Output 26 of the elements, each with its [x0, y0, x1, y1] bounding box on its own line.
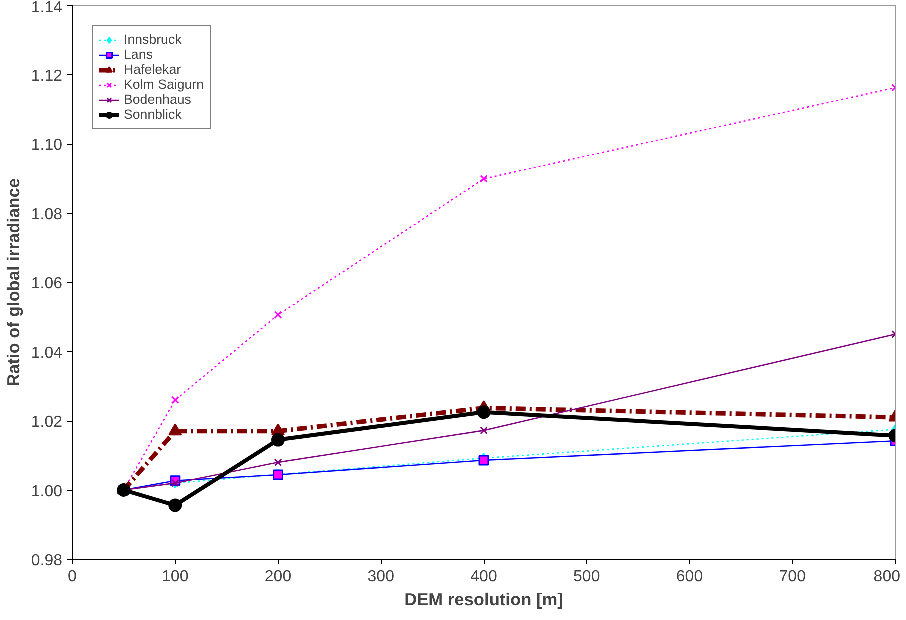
legend-label: Innsbruck — [124, 32, 182, 47]
x-tick-label: 600 — [676, 568, 704, 586]
x-tick-label: 200 — [264, 568, 292, 586]
legend-label: Lans — [124, 47, 153, 62]
x-tick-label: 300 — [368, 568, 395, 586]
x-tick-label: 800 — [874, 568, 901, 586]
legend-label: Hafelekar — [124, 62, 182, 77]
y-tick-label: 1.00 — [31, 483, 63, 500]
y-tick-label: 1.10 — [31, 137, 63, 154]
y-tick-label: 1.02 — [31, 414, 63, 431]
legend-label: Bodenhaus — [124, 92, 192, 107]
y-tick-label: 1.14 — [31, 0, 63, 16]
x-tick-label: 0 — [68, 568, 78, 586]
x-axis-title: DEM resolution [m] — [404, 590, 564, 610]
x-tick-label: 700 — [779, 568, 806, 586]
y-tick-label: 1.08 — [31, 206, 63, 224]
y-axis-title: Ratio of global irradiance — [3, 178, 24, 386]
x-tick-label: 400 — [470, 568, 498, 586]
legend-label: Kolm Saigurn — [124, 77, 204, 92]
y-tick-label: 0.98 — [31, 552, 63, 570]
y-tick-label: 1.04 — [31, 344, 63, 362]
y-tick-label: 1.06 — [31, 276, 63, 292]
x-tick-label: 100 — [162, 568, 189, 586]
legend-label: Sonnblick — [124, 107, 182, 122]
x-tick-label: 500 — [574, 568, 600, 586]
y-tick-label: 1.12 — [31, 68, 63, 85]
